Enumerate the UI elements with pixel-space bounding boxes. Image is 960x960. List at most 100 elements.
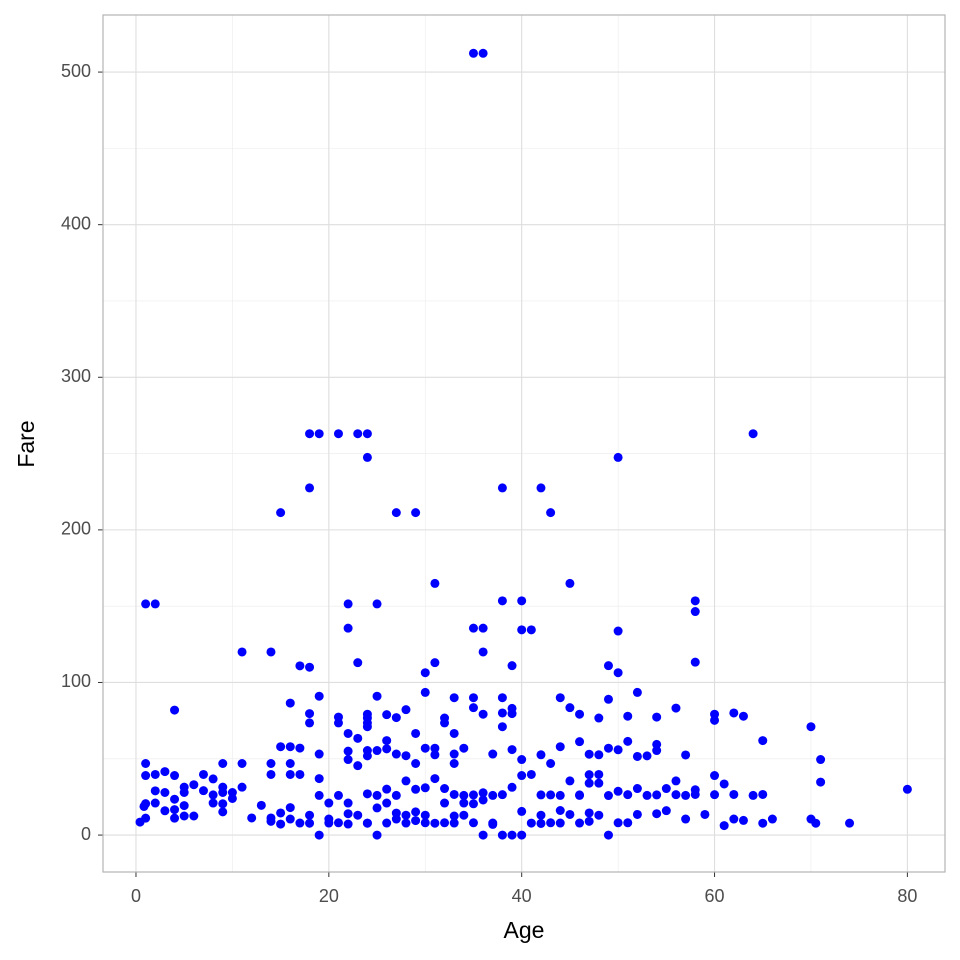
point xyxy=(449,789,459,799)
point xyxy=(497,790,507,800)
point xyxy=(700,809,710,819)
point xyxy=(401,776,411,786)
point xyxy=(189,780,199,790)
point xyxy=(555,790,565,800)
point xyxy=(372,830,382,840)
point xyxy=(816,755,826,765)
point xyxy=(652,809,662,819)
point xyxy=(170,794,180,804)
point xyxy=(459,790,469,800)
point xyxy=(266,759,276,769)
point xyxy=(468,799,478,809)
point xyxy=(526,769,536,779)
point xyxy=(536,483,546,493)
point xyxy=(623,818,633,828)
point xyxy=(285,769,295,779)
point xyxy=(420,783,430,793)
y-tick-label: 0 xyxy=(81,824,91,844)
point xyxy=(478,788,488,798)
point xyxy=(305,818,315,828)
point xyxy=(411,784,421,794)
point xyxy=(536,790,546,800)
point xyxy=(295,743,305,753)
point xyxy=(170,705,180,715)
point xyxy=(584,778,594,788)
point xyxy=(555,742,565,752)
point xyxy=(613,786,623,796)
y-tick-label: 400 xyxy=(61,213,91,233)
point xyxy=(276,508,286,518)
point xyxy=(208,798,218,808)
point xyxy=(305,709,315,719)
point xyxy=(314,790,324,800)
y-tick-label: 100 xyxy=(61,671,91,691)
point xyxy=(430,578,440,588)
point xyxy=(314,830,324,840)
point xyxy=(623,790,633,800)
point xyxy=(497,708,507,718)
point xyxy=(179,811,189,821)
point xyxy=(459,810,469,820)
point xyxy=(440,718,450,728)
point xyxy=(382,736,392,746)
point xyxy=(189,811,199,821)
point xyxy=(690,785,700,795)
point xyxy=(603,694,613,704)
point xyxy=(430,818,440,828)
point xyxy=(603,791,613,801)
point xyxy=(343,728,353,738)
point xyxy=(141,813,151,823)
point xyxy=(420,818,430,828)
point xyxy=(497,693,507,703)
point xyxy=(276,819,286,829)
point xyxy=(729,708,739,718)
point xyxy=(324,798,334,808)
point xyxy=(401,751,411,761)
point xyxy=(353,761,363,771)
point xyxy=(594,810,604,820)
point xyxy=(681,750,691,760)
point xyxy=(690,657,700,667)
point xyxy=(468,48,478,58)
point xyxy=(613,745,623,755)
point xyxy=(430,658,440,668)
point xyxy=(401,810,411,820)
point xyxy=(160,806,170,816)
point xyxy=(353,733,363,743)
point xyxy=(758,736,768,746)
point xyxy=(584,770,594,780)
point xyxy=(295,769,305,779)
point xyxy=(555,818,565,828)
point xyxy=(401,705,411,715)
point xyxy=(710,790,720,800)
point xyxy=(305,810,315,820)
point xyxy=(497,483,507,493)
point xyxy=(488,790,498,800)
point xyxy=(391,808,401,818)
point xyxy=(333,718,343,728)
point xyxy=(497,830,507,840)
point xyxy=(449,693,459,703)
point xyxy=(333,429,343,439)
point xyxy=(237,647,247,657)
point xyxy=(372,746,382,756)
point xyxy=(382,798,392,808)
point xyxy=(594,750,604,760)
point xyxy=(382,744,392,754)
point xyxy=(632,784,642,794)
point xyxy=(719,779,729,789)
point xyxy=(333,790,343,800)
point xyxy=(150,786,160,796)
point xyxy=(613,818,623,828)
point xyxy=(575,709,585,719)
point xyxy=(478,709,488,719)
point xyxy=(170,805,180,815)
point xyxy=(468,790,478,800)
point xyxy=(478,623,488,633)
point xyxy=(420,743,430,753)
point xyxy=(748,790,758,800)
point xyxy=(160,767,170,777)
point xyxy=(150,599,160,609)
point xyxy=(575,818,585,828)
point xyxy=(391,713,401,723)
